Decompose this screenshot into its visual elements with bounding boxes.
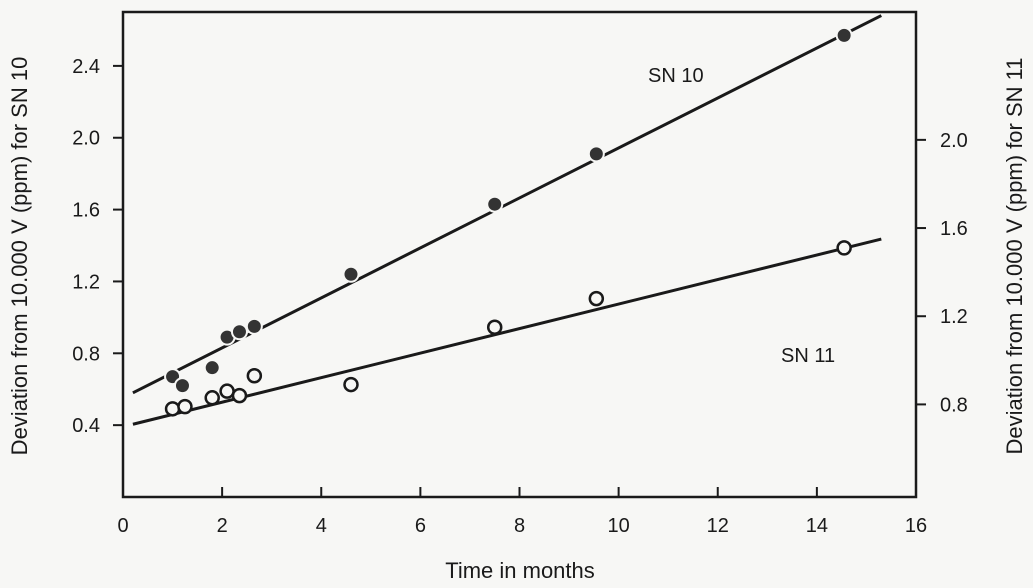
data-points: [164, 26, 853, 417]
point-sn11: [588, 290, 605, 307]
x-axis-title: Time in months: [445, 558, 595, 583]
x-tick-label: 12: [707, 515, 729, 537]
y-left-tick-label: 1.6: [72, 200, 100, 222]
x-tick-label: 10: [608, 515, 630, 537]
point-sn11: [836, 240, 852, 256]
y-right-tick-label: 0.8: [940, 394, 968, 416]
point-sn11: [219, 383, 235, 399]
fit-line-sn11: [132, 237, 882, 426]
y-left-tick-label: 0.8: [72, 343, 100, 365]
x-tick-label: 0: [117, 515, 128, 537]
point-sn10: [203, 359, 221, 377]
x-tick-label: 2: [217, 515, 228, 537]
point-sn10: [173, 377, 191, 395]
point-sn11: [204, 390, 220, 406]
point-sn11: [231, 387, 248, 404]
fit-lines: [132, 14, 882, 426]
x-tick-label: 14: [806, 515, 828, 537]
y-axis-right-title: Deviation from 10.000 V (ppm) for SN 11: [1002, 58, 1027, 455]
point-sn11: [164, 401, 181, 417]
point-sn10: [486, 195, 504, 213]
y-axis-left-title: Deviation from 10.000 V (ppm) for SN 10: [7, 57, 32, 456]
y-right-tick-label: 1.6: [940, 218, 968, 240]
x-axis: 0 2 4 6 8 10 12 14 16: [117, 487, 927, 537]
y-left-tick-label: 0.4: [72, 415, 100, 437]
x-tick-label: 4: [316, 515, 327, 537]
point-sn10: [245, 317, 263, 335]
point-sn11: [343, 376, 359, 393]
y-left-tick-label: 2.0: [72, 128, 100, 150]
y-axis-left: 0.4 0.8 1.2 1.6 2.0 2.4: [72, 56, 123, 437]
point-sn11: [246, 368, 263, 384]
y-left-tick-label: 2.4: [72, 56, 100, 78]
plot-frame: [121, 10, 918, 499]
point-sn10: [342, 265, 360, 283]
y-right-tick-label: 1.2: [940, 306, 968, 328]
point-sn10: [587, 145, 605, 163]
point-sn11: [486, 319, 503, 335]
point-sn11: [177, 398, 193, 415]
x-tick-label: 6: [415, 515, 426, 537]
y-left-tick-label: 1.2: [72, 271, 100, 293]
x-tick-label: 8: [514, 515, 525, 537]
y-axis-right: 0.8 1.2 1.6 2.0: [916, 130, 968, 416]
point-sn10: [835, 26, 853, 44]
point-sn10: [230, 323, 248, 341]
y-right-tick-label: 2.0: [940, 130, 968, 152]
series-label-sn10: SN 10: [648, 65, 704, 87]
x-tick-label: 16: [905, 515, 927, 537]
series-label-sn11: SN 11: [781, 345, 835, 367]
